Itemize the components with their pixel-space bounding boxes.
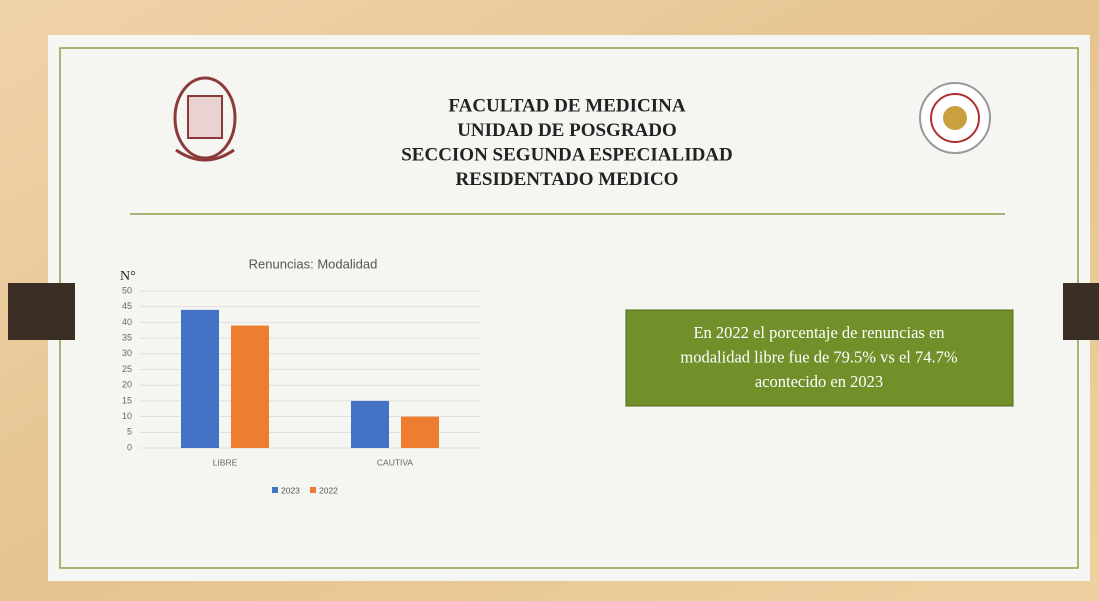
callout-text: En 2022 el porcentaje de renuncias en: [693, 323, 944, 342]
logo-left: [173, 76, 237, 162]
y-tick-label: 30: [122, 348, 132, 358]
callout-text: acontecido en 2023: [755, 372, 883, 391]
y-tick-label: 50: [122, 285, 132, 295]
y-tick-label: 25: [122, 364, 132, 374]
legend-swatch: [310, 487, 316, 493]
header-line: RESIDENTADO MEDICO: [456, 169, 679, 190]
logo-right: [919, 82, 991, 154]
y-tick-label: 20: [122, 380, 132, 390]
y-tick-label: 40: [122, 317, 132, 327]
bar: [351, 400, 389, 448]
callout-box: [625, 309, 1014, 407]
y-tick-label: 5: [127, 427, 132, 437]
bar: [231, 325, 269, 448]
callout-text: modalidad libre fue de 79.5% vs el 74.7%: [680, 347, 957, 366]
bar: [181, 309, 219, 448]
legend-swatch: [272, 487, 278, 493]
y-tick-label: 0: [127, 442, 132, 452]
header-line: UNIDAD DE POSGRADO: [457, 120, 677, 141]
y-axis-label: N°: [120, 269, 136, 284]
tab-right: [1063, 283, 1099, 340]
tab-left: [8, 283, 75, 340]
y-tick-label: 35: [122, 332, 132, 342]
legend-label: 2023: [281, 485, 300, 495]
bar: [401, 416, 439, 448]
legend-label: 2022: [319, 485, 338, 495]
header-line: SECCION SEGUNDA ESPECIALIDAD: [401, 144, 733, 165]
y-tick-label: 45: [122, 301, 132, 311]
y-tick-label: 10: [122, 411, 132, 421]
header-line: FACULTAD DE MEDICINA: [448, 95, 685, 116]
x-tick-label: LIBRE: [213, 457, 238, 467]
chart-title: Renuncias: Modalidad: [249, 256, 378, 271]
y-tick-label: 15: [122, 395, 132, 405]
x-tick-label: CAUTIVA: [377, 457, 414, 467]
